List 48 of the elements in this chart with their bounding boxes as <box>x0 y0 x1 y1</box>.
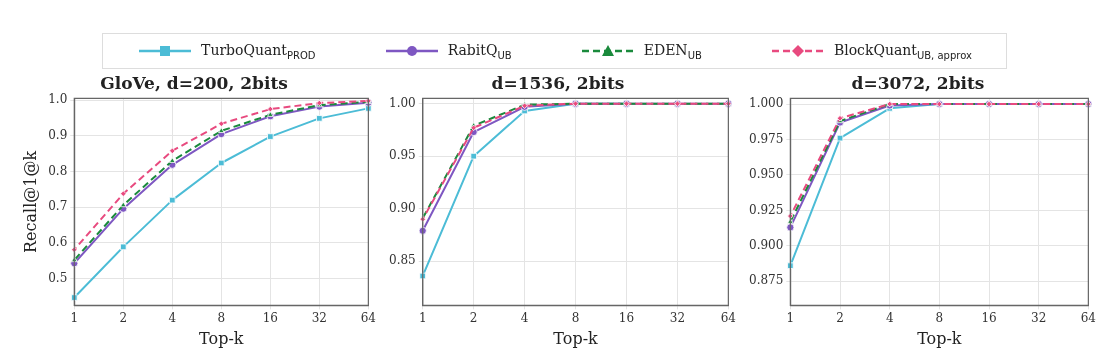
y-tick-label: 0.5 <box>48 270 68 285</box>
y-tick-label: 0.85 <box>389 253 416 268</box>
x-tick-label: 64 <box>720 310 737 325</box>
y-tick-label: 0.950 <box>748 167 784 182</box>
y-tick-label: 1.00 <box>389 95 416 110</box>
x-tick-label: 64 <box>1080 310 1097 325</box>
chart-title: GloVe, d=200, 2bits <box>100 72 288 93</box>
x-tick-label: 1 <box>786 310 795 325</box>
chart-title: d=3072, 2bits <box>851 72 985 93</box>
x-tick-label: 4 <box>520 310 529 325</box>
x-tick-label: 1 <box>70 310 79 325</box>
y-tick-label: 0.975 <box>748 131 784 146</box>
x-tick-label: 64 <box>360 310 377 325</box>
x-tick-label: 4 <box>168 310 177 325</box>
y-tick-label: 0.8 <box>48 163 68 178</box>
x-tick-label: 8 <box>571 310 580 325</box>
x-tick-label: 2 <box>119 310 128 325</box>
legend-label: TurboQuant$_{PROD}$ <box>201 41 316 61</box>
x-axis-title: Top-k <box>553 328 599 348</box>
y-tick-label: 0.925 <box>748 202 784 217</box>
x-tick-label: 32 <box>669 310 686 325</box>
legend-label: RabitQ$_{UB}$ <box>447 41 512 61</box>
y-tick-label: 0.95 <box>389 148 416 163</box>
y-tick-label: 0.7 <box>48 199 68 214</box>
y-tick-label: 0.875 <box>748 273 784 288</box>
x-tick-label: 16 <box>618 310 635 325</box>
x-tick-label: 2 <box>836 310 844 325</box>
x-axis-title: Top-k <box>917 328 962 348</box>
x-tick-label: 4 <box>885 310 894 325</box>
y-tick-label: 0.9 <box>48 128 68 142</box>
y-tick-label: 1.0 <box>48 92 68 107</box>
y-tick-label: 0.90 <box>389 200 416 215</box>
legend-label: BlockQuant$_{UB, approx}$ <box>833 41 972 61</box>
x-axis-title: Top-k <box>199 328 244 348</box>
chart-title: d=1536, 2bits <box>491 72 625 93</box>
y-tick-label: 1.000 <box>748 96 784 111</box>
y-axis-title: Recall@1@k <box>20 150 40 253</box>
x-tick-label: 8 <box>935 310 944 325</box>
x-tick-label: 2 <box>469 310 478 325</box>
x-tick-label: 1 <box>418 310 427 325</box>
x-tick-label: 16 <box>262 310 278 325</box>
x-tick-label: 32 <box>311 310 327 325</box>
legend-label: EDEN$_{UB}$ <box>643 41 702 61</box>
x-tick-label: 32 <box>1031 310 1047 325</box>
x-tick-label: 16 <box>981 310 997 325</box>
x-tick-label: 8 <box>217 310 226 325</box>
y-tick-label: 0.900 <box>748 237 784 252</box>
y-tick-label: 0.6 <box>48 235 68 250</box>
